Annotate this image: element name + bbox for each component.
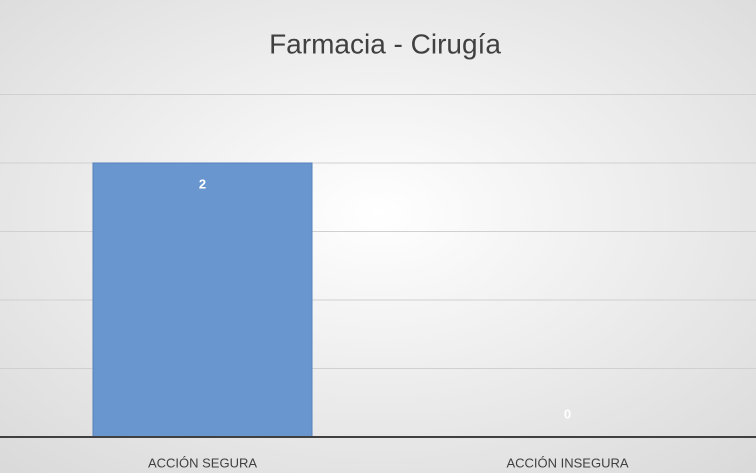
x-tick-label: ACCIÓN SEGURA — [148, 455, 257, 470]
data-label: 2 — [199, 176, 206, 191]
chart-title: Farmacia - Cirugía — [269, 28, 501, 59]
data-label: 0 — [564, 406, 571, 421]
bar — [92, 162, 313, 438]
x-tick-label: ACCIÓN INSEGURA — [506, 455, 628, 470]
